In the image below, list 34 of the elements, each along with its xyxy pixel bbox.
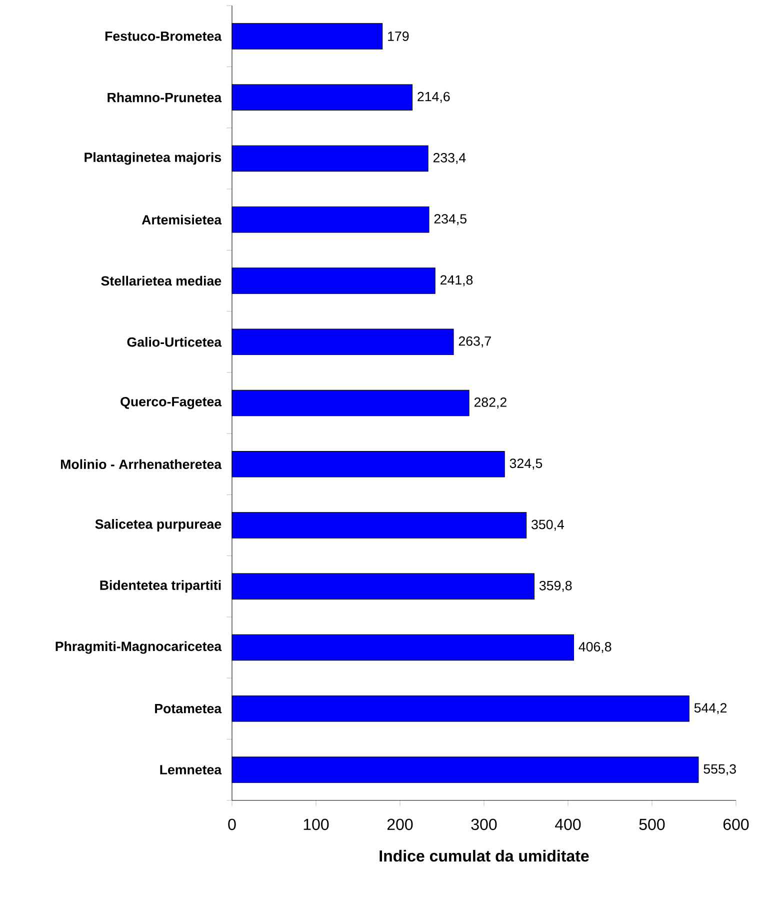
data-label: 179 <box>388 32 409 41</box>
data-label: 544,2 <box>694 703 727 714</box>
x-axis-title: Indice cumulat da umiditate <box>380 850 589 862</box>
data-label: 555,3 <box>704 764 736 776</box>
y-tick-label: Potametea <box>155 704 222 714</box>
x-tick-label: 300 <box>471 818 497 830</box>
data-label: 263,7 <box>458 336 491 348</box>
y-tick-label: Artemisietea <box>142 214 222 225</box>
y-tick-label: Galio-Urticetea <box>127 336 222 347</box>
y-tick-label: Phragmiti-Magnocaricetea <box>56 641 222 654</box>
y-tick-label: Plantaginetea majoris <box>84 152 222 165</box>
x-tick-label: 0 <box>228 818 236 830</box>
x-tick-label: 200 <box>387 818 413 830</box>
data-label: 234,5 <box>434 214 466 226</box>
y-tick-label: Rhamno-Prunetea <box>108 92 222 102</box>
y-tick-label: Querco-Fagetea <box>120 396 222 410</box>
data-label: 406,8 <box>578 642 612 654</box>
data-label: 233,4 <box>433 152 466 164</box>
y-tick-label: Lemnetea <box>160 765 222 774</box>
y-tick-label: Stellarietea mediae <box>101 276 222 286</box>
data-label: 350,4 <box>532 520 564 531</box>
x-tick-label: 400 <box>555 818 581 830</box>
data-label: 359,8 <box>539 580 572 592</box>
data-label: 282,2 <box>474 398 506 409</box>
x-tick-label: 600 <box>723 818 749 830</box>
data-label: 324,5 <box>510 458 542 470</box>
x-tick-label: 100 <box>304 818 329 830</box>
data-label: 214,6 <box>418 92 450 103</box>
data-label: 241,8 <box>440 275 473 286</box>
x-tick-label: 500 <box>639 818 665 830</box>
y-tick-label: Molinio - Arrhenatheretea <box>60 459 222 470</box>
y-tick-label: Bidentetea tripartiti <box>100 580 221 593</box>
y-tick-label: Festuco-Brometea <box>105 32 222 41</box>
y-tick-label: Salicetea purpureae <box>95 519 222 532</box>
